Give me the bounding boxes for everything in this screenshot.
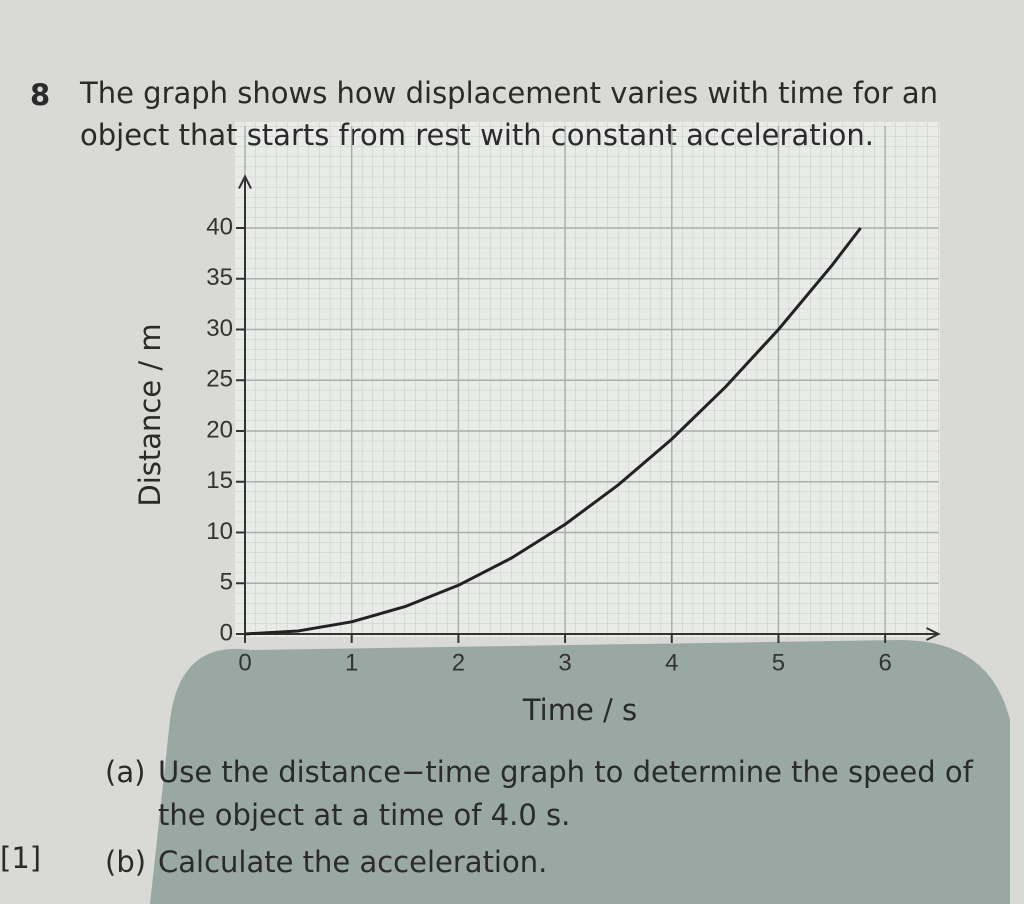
y-tick-label: 35	[206, 264, 233, 291]
x-tick-label: 3	[558, 649, 571, 676]
part-label: (b)	[105, 845, 146, 879]
y-axis-label: Distance / m	[133, 323, 167, 506]
y-tick-label: 0	[220, 619, 233, 646]
y-tick-label: 20	[206, 416, 233, 443]
y-tick-label: 5	[220, 569, 233, 596]
y-axis	[238, 174, 252, 634]
minor-grid	[235, 122, 940, 637]
x-tick-label: 6	[878, 649, 891, 676]
x-tick-label: 5	[772, 649, 785, 676]
question-line: object that starts from rest with consta…	[80, 118, 874, 152]
question-number: 8	[30, 78, 50, 112]
part-text: Use the distance−time graph to determine…	[158, 755, 974, 789]
y-tick-label: 25	[206, 366, 233, 393]
y-tick-label: 15	[206, 467, 233, 494]
x-axis-label: Time / s	[522, 693, 637, 727]
y-tick-label: 40	[206, 213, 233, 240]
x-tick-label: 1	[345, 649, 358, 676]
x-tick-label: 4	[665, 649, 678, 676]
data-line	[244, 227, 862, 636]
y-tick-label: 30	[206, 315, 233, 342]
x-tick-label: 2	[452, 649, 465, 676]
part-label: (a)	[105, 755, 145, 789]
part-text: Calculate the acceleration.	[158, 845, 547, 879]
part-text: the object at a time of 4.0 s.	[158, 798, 570, 832]
y-tick-label: 10	[206, 518, 233, 545]
margin-mark: [1]	[0, 841, 41, 875]
question-line: The graph shows how displacement varies …	[79, 76, 938, 110]
x-axis	[245, 627, 941, 641]
x-tick-label: 0	[238, 649, 251, 676]
shadow	[150, 640, 1010, 904]
